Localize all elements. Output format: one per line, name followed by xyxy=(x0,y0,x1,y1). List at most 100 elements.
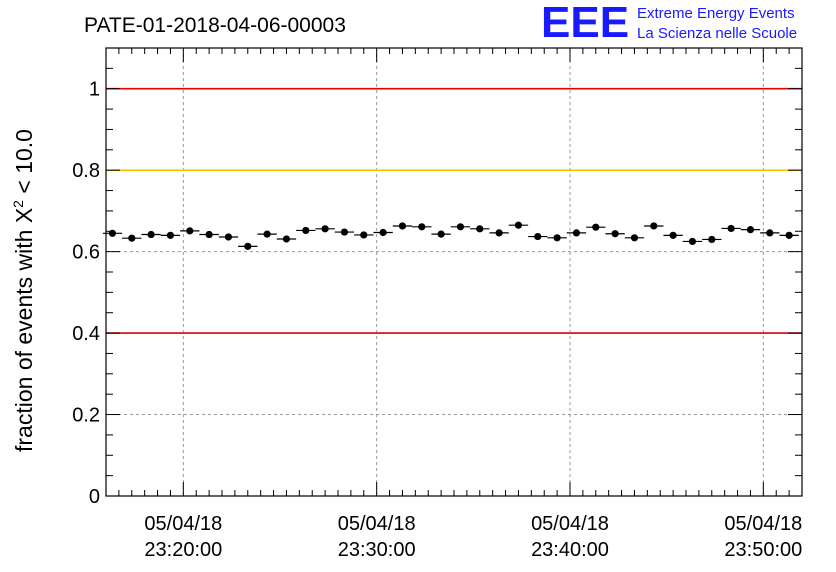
y-tick-labels: 0 0.2 0.4 0.6 0.8 1 xyxy=(72,79,100,508)
x-tick-date: 05/04/18 xyxy=(724,513,802,535)
data-point xyxy=(373,228,393,237)
point-marker xyxy=(418,223,426,231)
y-tick-label: 0.8 xyxy=(72,160,100,182)
data-point xyxy=(199,230,219,239)
point-marker xyxy=(224,233,233,241)
point-marker xyxy=(688,237,697,246)
data-point xyxy=(392,222,413,230)
point-marker xyxy=(514,221,523,229)
point-marker xyxy=(572,229,581,237)
point-marker xyxy=(708,235,716,244)
point-marker xyxy=(302,226,310,235)
point-marker xyxy=(611,230,619,238)
point-marker xyxy=(166,231,175,239)
data-point xyxy=(470,225,490,233)
point-marker xyxy=(186,227,194,235)
point-marker xyxy=(147,230,155,239)
y-axis-label: fraction of events with X2 < 10.0 xyxy=(10,129,37,452)
y-tick-label: 0.2 xyxy=(72,405,100,427)
data-point xyxy=(702,235,722,244)
data-point xyxy=(160,231,181,239)
data-point xyxy=(489,229,509,237)
y-tick-label: 0.4 xyxy=(72,323,100,345)
axis-ticks xyxy=(105,47,803,497)
data-point xyxy=(354,231,374,239)
x-tick-labels: 05/04/18 23:20:00 05/04/18 23:30:00 05/04/18… xyxy=(144,513,802,561)
y-axis-label-suffix: < 10.0 xyxy=(11,129,37,200)
data-point xyxy=(141,230,161,239)
data-point xyxy=(122,234,142,242)
x-tick-date: 05/04/18 xyxy=(144,513,222,535)
data-point xyxy=(431,230,451,238)
point-marker xyxy=(321,225,329,233)
point-marker xyxy=(592,223,600,231)
grid-lines xyxy=(106,48,802,496)
point-marker xyxy=(650,222,658,230)
plot-frame xyxy=(105,47,803,497)
logo-line-1: Extreme Energy Events xyxy=(637,5,795,22)
y-tick-label: 0.6 xyxy=(72,242,100,264)
data-point xyxy=(547,234,567,242)
data-point xyxy=(624,234,645,242)
data-point xyxy=(412,223,432,231)
data-point xyxy=(566,229,587,237)
data-point xyxy=(276,235,297,243)
x-tick-time: 23:30:00 xyxy=(338,539,416,561)
data-point xyxy=(663,231,683,239)
data-point xyxy=(508,221,529,229)
point-marker xyxy=(398,222,407,230)
point-marker xyxy=(282,235,291,243)
point-marker xyxy=(244,242,252,250)
point-marker xyxy=(360,231,368,239)
data-point xyxy=(218,233,239,241)
logo-line-2: La Scienza nelle Scuole xyxy=(637,25,797,42)
x-tick-date: 05/04/18 xyxy=(531,513,609,535)
reference-lines xyxy=(106,87,802,334)
y-tick-label: 0 xyxy=(89,486,100,508)
data-point xyxy=(238,242,258,250)
y-axis-label-prefix: fraction of events with X xyxy=(11,208,37,452)
point-marker xyxy=(456,223,465,231)
point-marker xyxy=(476,225,484,233)
data-point xyxy=(682,237,703,246)
x-tick-time: 23:40:00 xyxy=(531,539,609,561)
y-axis-label-superscript: 2 xyxy=(10,200,26,208)
data-point xyxy=(315,225,335,233)
point-marker xyxy=(746,226,755,234)
point-marker xyxy=(263,230,271,238)
x-tick-time: 23:20:00 xyxy=(144,539,222,561)
point-marker xyxy=(727,224,735,233)
point-marker xyxy=(766,229,774,237)
point-marker xyxy=(340,228,349,236)
data-point xyxy=(721,224,741,233)
data-point xyxy=(644,222,664,230)
data-point xyxy=(605,230,625,238)
point-marker xyxy=(553,234,561,242)
data-point xyxy=(180,227,200,235)
y-tick-label: 1 xyxy=(89,79,100,101)
logo-mark: EEE xyxy=(541,0,629,47)
data-point xyxy=(586,223,606,231)
data-point xyxy=(528,232,548,241)
data-point xyxy=(740,226,761,234)
point-marker xyxy=(669,231,677,239)
x-tick-time: 23:50:00 xyxy=(724,539,802,561)
point-marker xyxy=(534,232,542,241)
data-point xyxy=(257,230,277,238)
point-marker xyxy=(495,229,503,237)
point-marker xyxy=(379,228,387,237)
point-marker xyxy=(437,230,445,238)
x-tick-date: 05/04/18 xyxy=(338,513,416,535)
point-marker xyxy=(785,231,793,239)
eee-logo: EEE Extreme Energy Events La Scienza nel… xyxy=(541,0,797,47)
point-marker xyxy=(630,234,639,242)
point-marker xyxy=(128,234,136,242)
data-point xyxy=(296,226,316,235)
point-marker xyxy=(205,230,213,239)
data-point xyxy=(334,228,355,236)
data-point xyxy=(450,223,471,231)
data-point xyxy=(779,231,799,239)
data-point xyxy=(760,229,780,237)
data-points xyxy=(102,221,799,250)
